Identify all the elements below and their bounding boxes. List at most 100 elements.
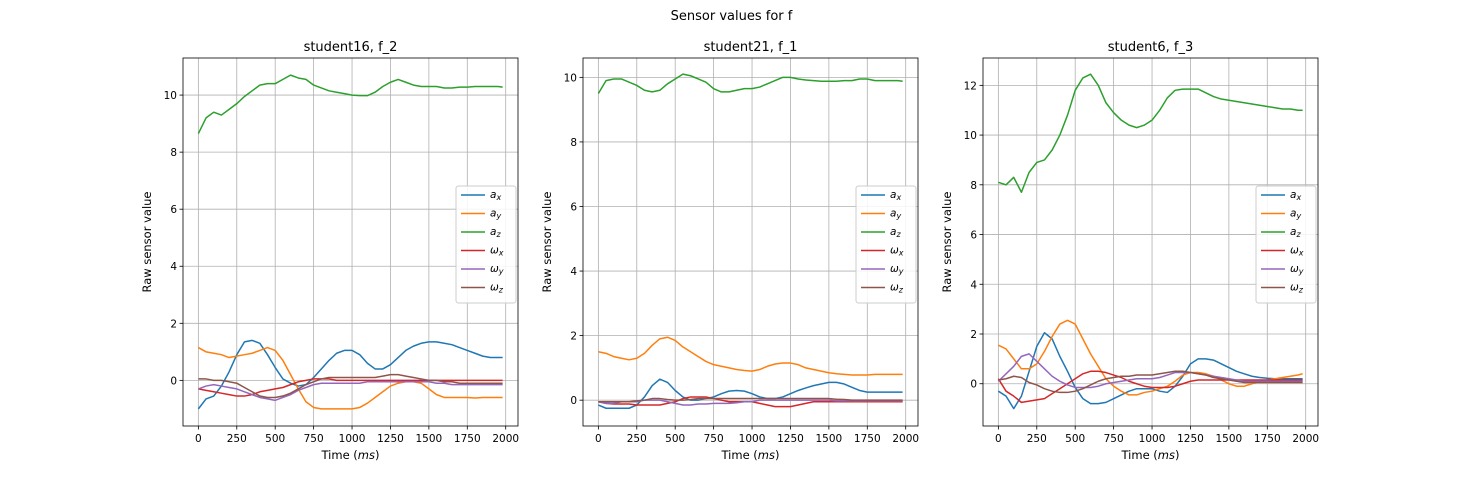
legend-label: ωz — [890, 282, 904, 295]
legend-subscript: z — [895, 230, 901, 239]
series-line-a-y — [198, 346, 503, 410]
legend-symbol: ω — [890, 263, 899, 275]
y-tick-label: 4 — [970, 279, 977, 291]
legend-label: ωy — [490, 263, 504, 276]
legend-symbol: ω — [1290, 263, 1299, 275]
legend-subscript: x — [498, 249, 504, 258]
y-tick-label: 0 — [970, 379, 977, 391]
legend-symbol: ω — [890, 282, 899, 294]
legend-subscript: y — [898, 267, 904, 276]
legend-symbol: a — [1290, 189, 1296, 201]
x-axis-label-unit: ms — [1158, 448, 1175, 462]
series-line-w-y — [198, 381, 503, 402]
subplot-2: 0 250 500 750 1000 1250 1500 1750 2000 0 2 4 6 8 10 stu… — [540, 40, 919, 462]
legend-box — [1255, 185, 1317, 304]
x-axis-label: Time (ms) — [1121, 448, 1180, 462]
legend-label: az — [490, 226, 501, 239]
x-tick-label: 500 — [265, 433, 285, 445]
series-line-a-z — [197, 74, 503, 134]
x-tick-label: 1250 — [1177, 433, 1204, 445]
series-group — [597, 73, 903, 409]
legend-label: az — [1290, 226, 1301, 239]
legend-subscript: y — [1295, 212, 1301, 221]
x-axis-label-close: ) — [775, 448, 780, 462]
x-tick-label: 250 — [627, 433, 647, 445]
x-tick-label: 1250 — [777, 433, 804, 445]
legend-subscript: y — [498, 267, 504, 276]
legend-subscript: y — [1298, 267, 1304, 276]
legend-symbol: ω — [1290, 245, 1299, 257]
x-tick-label: 750 — [704, 433, 724, 445]
series-line-w-z — [998, 370, 1303, 394]
x-tick-label: 0 — [195, 433, 202, 445]
y-tick-label: 2 — [970, 329, 977, 341]
legend-symbol: ω — [490, 245, 499, 257]
series-group — [997, 73, 1303, 410]
x-tick-label: 500 — [665, 433, 685, 445]
subplot-title: student6, f_3 — [1108, 40, 1194, 55]
figure-suptitle: Sensor values for f — [671, 9, 793, 24]
legend-label: ωx — [890, 245, 904, 258]
x-tick-label: 1000 — [739, 433, 766, 445]
legend-subscript: x — [1298, 249, 1304, 258]
legend-label: ay — [890, 208, 901, 221]
x-axis-label-text: Time ( — [721, 448, 758, 462]
y-tick-label: 6 — [170, 204, 177, 216]
x-tick-label: 2000 — [492, 433, 519, 445]
subplot-1: 0 250 500 750 1000 1250 1500 1750 2000 0 2 4 6 8 10 stu… — [140, 40, 519, 462]
series-line-a-x — [598, 378, 903, 409]
x-tick-label: 1750 — [1254, 433, 1281, 445]
legend-subscript: y — [495, 212, 501, 221]
series-line-a-z — [998, 73, 1303, 194]
legend-symbol: ω — [490, 282, 499, 294]
legend-label: ay — [1290, 208, 1301, 221]
x-axis-label: Time (ms) — [321, 448, 380, 462]
subplot-title: student21, f_1 — [704, 40, 798, 55]
legend-box — [855, 185, 917, 304]
axes-frame — [982, 57, 1319, 427]
series-line-w-z — [198, 373, 503, 399]
x-axis-label-unit: ms — [758, 448, 775, 462]
legend-label: ωz — [1290, 282, 1304, 295]
legend-subscript: x — [1295, 193, 1301, 202]
x-axis-label-text: Time ( — [1121, 448, 1158, 462]
x-tick-label: 1250 — [377, 433, 404, 445]
legend-symbol: a — [490, 208, 496, 220]
legend-subscript: z — [495, 230, 501, 239]
x-axis-label-unit: ms — [358, 448, 375, 462]
series-line-a-y — [598, 336, 903, 376]
y-tick-label: 0 — [570, 395, 577, 407]
legend-subscript: x — [495, 193, 501, 202]
legend-symbol: ω — [1290, 282, 1299, 294]
x-tick-label: 2000 — [1292, 433, 1319, 445]
y-tick-label: 10 — [964, 130, 977, 142]
x-tick-label: 1500 — [816, 433, 843, 445]
legend-label: ωx — [490, 245, 504, 258]
y-tick-label: 2 — [570, 331, 577, 343]
y-tick-label: 0 — [170, 375, 177, 387]
x-tick-label: 2000 — [892, 433, 919, 445]
subplots-container: 0 250 500 750 1000 1250 1500 1750 20000246810stu… — [140, 40, 1319, 462]
legend-subscript: x — [895, 193, 901, 202]
legend-label: az — [890, 226, 901, 239]
y-tick-label: 6 — [570, 201, 577, 213]
y-tick-label: 4 — [170, 261, 177, 273]
x-tick-label: 0 — [595, 433, 602, 445]
legend-box — [455, 185, 517, 304]
x-tick-label: 750 — [304, 433, 324, 445]
legend-subscript: x — [898, 249, 904, 258]
y-tick-label: 8 — [970, 180, 977, 192]
legend-label: ax — [890, 189, 901, 202]
x-tick-label: 250 — [1027, 433, 1047, 445]
y-tick-label: 6 — [970, 230, 977, 242]
legend-label: ωy — [890, 263, 904, 276]
x-tick-label: 1000 — [1139, 433, 1166, 445]
x-tick-label: 250 — [227, 433, 247, 445]
series-line-a-x — [997, 332, 1303, 410]
legend-symbol: a — [490, 226, 496, 238]
legend-label: ay — [490, 208, 501, 221]
